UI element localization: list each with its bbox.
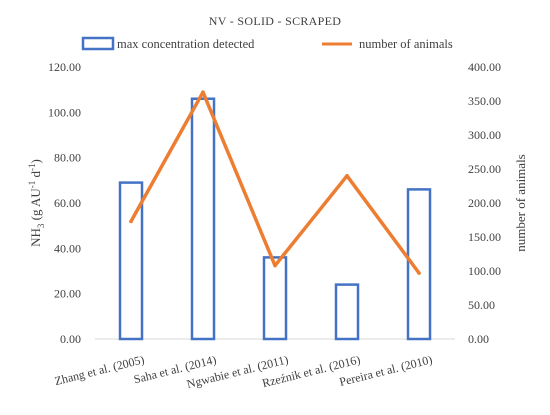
- legend-line-label: number of animals: [359, 37, 453, 51]
- left-tick-label: 100.00: [48, 105, 81, 119]
- line-point: [273, 263, 277, 268]
- right-tick-label: 200.00: [468, 196, 501, 210]
- bar: [118, 181, 144, 341]
- right-axis-ticks: 0.00 50.00 100.00 150.00 200.00 250.00 300.00 3…: [468, 60, 501, 346]
- category-label: Zhang et al. (2005): [53, 352, 146, 388]
- left-tick-label: 120.00: [48, 60, 81, 74]
- series-line: [129, 90, 421, 275]
- left-tick-label: 0.00: [60, 332, 81, 346]
- chart-title: NV - SOLID - SCRAPED: [209, 14, 341, 28]
- left-tick-label: 80.00: [54, 151, 81, 165]
- left-tick-label: 60.00: [54, 196, 81, 210]
- right-tick-label: 250.00: [468, 162, 501, 176]
- right-tick-label: 300.00: [468, 128, 501, 142]
- right-tick-label: 400.00: [468, 60, 501, 74]
- bar: [334, 283, 360, 341]
- bar: [406, 188, 432, 341]
- line-point: [129, 219, 133, 224]
- legend-bar-swatch: [81, 36, 115, 51]
- line-point: [417, 271, 421, 275]
- legend-bar-label: max concentration detected: [117, 37, 255, 51]
- right-tick-label: 0.00: [468, 332, 489, 346]
- right-tick-label: 100.00: [468, 264, 501, 278]
- line-point: [201, 90, 205, 94]
- left-tick-label: 20.00: [54, 287, 81, 301]
- y-axis-title-right: number of animals: [513, 154, 528, 251]
- right-tick-label: 350.00: [468, 94, 501, 108]
- bar: [190, 97, 216, 341]
- y-axis-title-left: NH3 (g AU-1 d-1): [27, 159, 46, 247]
- left-tick-label: 40.00: [54, 241, 81, 255]
- legend: max concentration detected number of ani…: [81, 36, 453, 51]
- category-labels: Zhang et al. (2005)Saha et al. (2014)Ngw…: [53, 352, 434, 391]
- bar-series: [118, 97, 432, 341]
- bar: [262, 256, 288, 341]
- line-series: [129, 90, 421, 275]
- line-point: [345, 174, 349, 178]
- left-axis-ticks: 0.00 20.00 40.00 60.00 80.00 100.00 120.00: [48, 60, 81, 346]
- right-tick-label: 150.00: [468, 230, 501, 244]
- right-tick-label: 50.00: [468, 298, 495, 312]
